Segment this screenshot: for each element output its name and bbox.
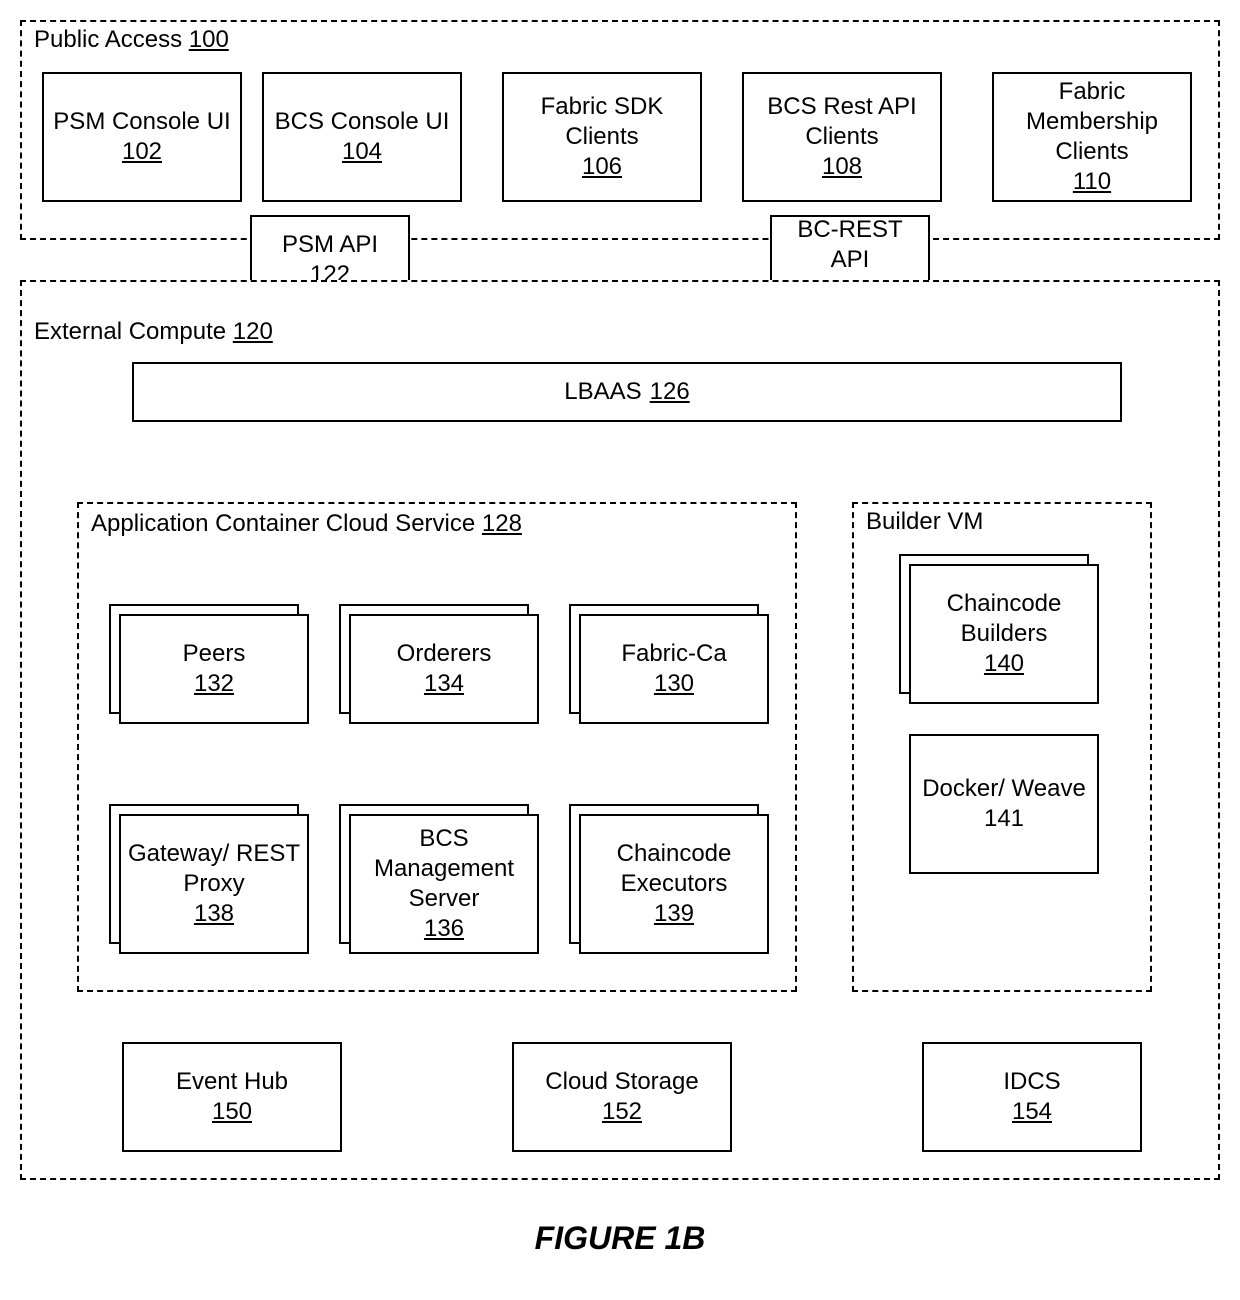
app-container-label: Application Container Cloud Service 128 [91, 508, 522, 539]
lbaas-box: LBAAS 126 [132, 362, 1122, 422]
fabric-membership-box: Fabric Membership Clients 110 [992, 72, 1192, 202]
bcs-rest-box: BCS Rest API Clients 108 [742, 72, 942, 202]
external-compute-container: External Compute 120 LBAAS 126 Applicati… [20, 280, 1220, 1180]
event-hub-box: Event Hub 150 [122, 1042, 342, 1152]
idcs-box: IDCS 154 [922, 1042, 1142, 1152]
figure-caption: FIGURE 1B [20, 1220, 1220, 1257]
architecture-diagram: Public Access 100 PSM Console UI 102 BCS… [20, 20, 1220, 1280]
chaincode-exec-stack: Chaincode Executors 139 [569, 804, 769, 954]
psm-console-box: PSM Console UI 102 [42, 72, 242, 202]
app-container-cloud: Application Container Cloud Service 128 … [77, 502, 797, 992]
cloud-storage-box: Cloud Storage 152 [512, 1042, 732, 1152]
external-compute-label: External Compute 120 [34, 318, 273, 346]
public-access-container: Public Access 100 PSM Console UI 102 BCS… [20, 20, 1220, 240]
bcs-console-box: BCS Console UI 104 [262, 72, 462, 202]
public-access-label: Public Access 100 [34, 26, 229, 54]
builder-vm-container: Builder VM Chaincode Builders 140 Docker… [852, 502, 1152, 992]
fabric-sdk-box: Fabric SDK Clients 106 [502, 72, 702, 202]
peers-stack: Peers 132 [109, 604, 309, 724]
docker-weave-box: Docker/ Weave 141 [909, 734, 1099, 874]
fabric-ca-stack: Fabric-Ca 130 [569, 604, 769, 724]
builder-vm-label: Builder VM [866, 508, 983, 536]
gateway-stack: Gateway/ REST Proxy 138 [109, 804, 309, 954]
chaincode-builders-stack: Chaincode Builders 140 [899, 554, 1099, 704]
orderers-stack: Orderers 134 [339, 604, 539, 724]
bcs-mgmt-stack: BCS Management Server 136 [339, 804, 539, 954]
